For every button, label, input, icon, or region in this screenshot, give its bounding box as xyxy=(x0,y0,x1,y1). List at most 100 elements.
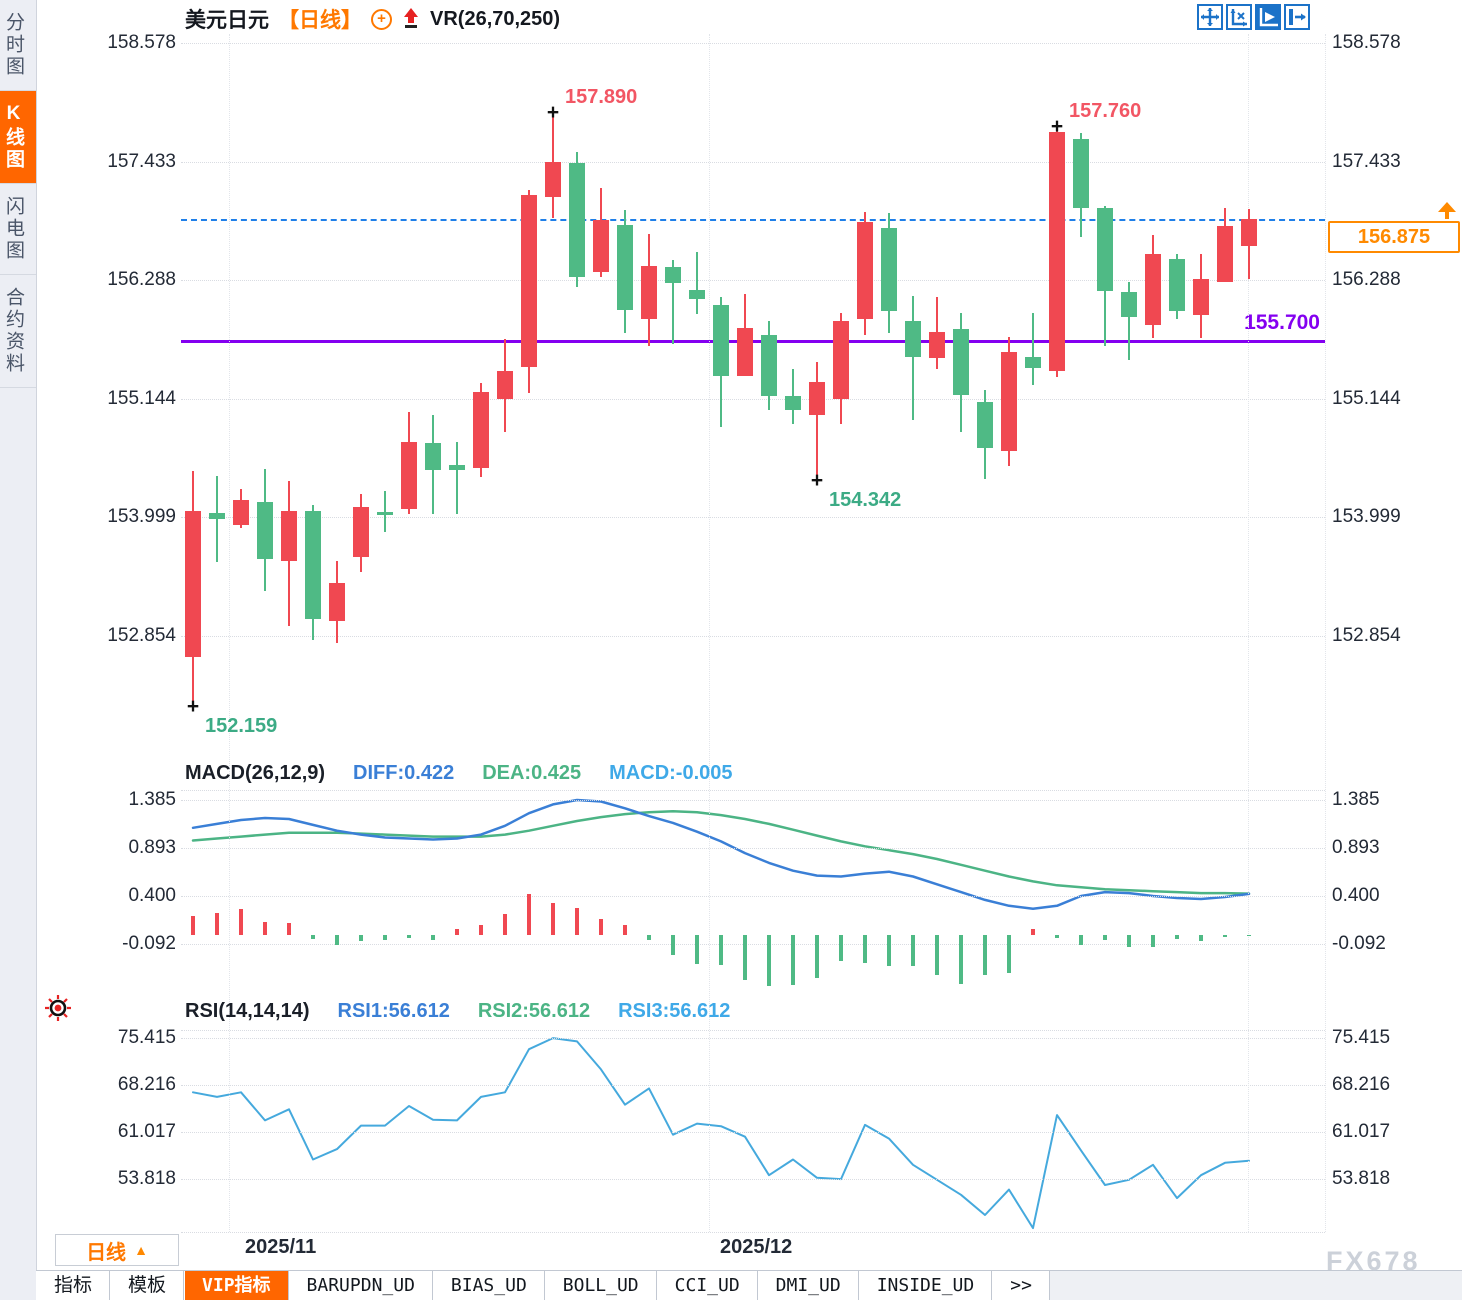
period-selector-button[interactable]: 日线 ▲ xyxy=(55,1234,179,1266)
y-axis-label-left: 155.144 xyxy=(107,387,176,409)
y-axis-label-left: 0.400 xyxy=(128,885,176,907)
candle-body xyxy=(1145,254,1161,325)
h-gridline xyxy=(181,1132,1325,1133)
rsi-line xyxy=(192,1037,1250,1230)
candle-body xyxy=(377,512,393,516)
candle-body xyxy=(281,511,297,561)
y-axis-label-right: 0.400 xyxy=(1332,885,1380,907)
candle-body xyxy=(353,506,369,557)
y-axis-label-right: 53.818 xyxy=(1332,1168,1391,1189)
diff-line xyxy=(191,798,1251,910)
sidebar-item-3[interactable]: 闪电图 xyxy=(0,184,36,275)
support-price-label: 155.700 xyxy=(1244,311,1320,334)
candle-body xyxy=(713,304,729,377)
sidebar-item-2[interactable]: K线图 xyxy=(0,91,36,184)
macd-histogram-bar xyxy=(359,935,363,941)
period-label: 日线 xyxy=(86,1241,127,1264)
y-axis-label-right: 156.288 xyxy=(1332,269,1401,291)
sidebar-item-4[interactable]: 合约资料 xyxy=(0,275,36,388)
macd-histogram-bar xyxy=(839,935,843,962)
y-axis-label-left: 158.578 xyxy=(107,32,176,53)
tab->>[interactable]: >> xyxy=(992,1271,1050,1300)
y-axis-label-left: 153.999 xyxy=(107,506,176,528)
price-annotation: 152.159 xyxy=(205,715,278,737)
crosshair-marker: + xyxy=(810,468,824,492)
candle-wick xyxy=(696,252,698,315)
macd-histogram-bar xyxy=(1175,935,1179,939)
candle-body xyxy=(1097,207,1113,292)
macd-histogram-bar xyxy=(1223,935,1227,937)
macd-histogram-bar xyxy=(935,935,939,975)
tab-指标[interactable]: 指标 xyxy=(36,1271,111,1300)
candle-body xyxy=(929,331,945,358)
macd-histogram-bar xyxy=(1127,935,1131,947)
candle-body xyxy=(305,511,321,619)
support-line xyxy=(181,340,1325,343)
sidebar-item-1[interactable]: 分时图 xyxy=(0,0,36,91)
rsi1-value: RSI1:56.612 xyxy=(337,1000,450,1022)
y-axis-label-right: 152.854 xyxy=(1332,625,1401,646)
add-indicator-icon[interactable]: + xyxy=(371,8,392,30)
h-gridline xyxy=(181,896,1325,898)
tab-INSIDE_UD[interactable]: INSIDE_UD xyxy=(858,1271,993,1300)
crosshair-marker: + xyxy=(546,101,560,125)
tab-DMI_UD[interactable]: DMI_UD xyxy=(757,1271,859,1300)
h-gridline xyxy=(181,161,1325,163)
current-price-line xyxy=(181,219,1325,221)
macd-histogram-bar xyxy=(215,912,219,936)
tab-BARUPDN_UD[interactable]: BARUPDN_UD xyxy=(288,1271,433,1300)
indicator-settings-icon[interactable] xyxy=(44,994,72,1022)
symbol-title: 美元日元 xyxy=(185,9,269,32)
macd-histogram-bar xyxy=(959,935,963,984)
candle-body xyxy=(1121,292,1137,318)
y-axis-label-right: 157.433 xyxy=(1332,150,1401,172)
rsi3-value: RSI3:56.612 xyxy=(618,1000,731,1022)
macd-hist-value: MACD:-0.005 xyxy=(609,762,733,784)
y-axis-label-left: -0.092 xyxy=(122,933,176,954)
macd-histogram-bar xyxy=(719,935,723,966)
tab-BOLL_UD[interactable]: BOLL_UD xyxy=(544,1271,657,1300)
exit-right-icon[interactable] xyxy=(1284,4,1310,30)
macd-dea-value: DEA:0.425 xyxy=(482,762,582,784)
candle-body xyxy=(545,161,561,198)
candle-body xyxy=(1193,278,1209,316)
macd-histogram-bar xyxy=(1151,935,1155,947)
macd-panel-header: MACD(26,12,9) DIFF:0.422 DEA:0.425 MACD:… xyxy=(185,762,733,785)
tab-模板[interactable]: 模板 xyxy=(110,1271,185,1300)
caret-up-icon: ▲ xyxy=(134,1242,148,1258)
macd-histogram-bar xyxy=(527,894,531,936)
panel-boundary-line xyxy=(181,1030,1325,1031)
axis-play-icon[interactable] xyxy=(1255,4,1281,30)
v-gridline xyxy=(709,34,710,1232)
tab-BIAS_UD[interactable]: BIAS_UD xyxy=(432,1271,545,1300)
macd-histogram-bar xyxy=(599,919,603,936)
axis-scale-icon[interactable] xyxy=(1226,4,1252,30)
macd-histogram-bar xyxy=(863,935,867,964)
xaxis-label-dec: 2025/12 xyxy=(720,1236,793,1258)
macd-diff-value: DIFF:0.422 xyxy=(353,762,455,784)
candle-body xyxy=(641,265,657,320)
macd-label: MACD(26,12,9) xyxy=(185,762,326,784)
candle-wick xyxy=(384,491,386,532)
candle-body xyxy=(185,511,201,658)
macd-histogram-bar xyxy=(455,929,459,936)
h-gridline xyxy=(181,517,1325,519)
price-annotation: 157.890 xyxy=(565,86,638,109)
tab-VIP指标[interactable]: VIP指标 xyxy=(184,1271,289,1300)
candle-body xyxy=(809,381,825,415)
candle-body xyxy=(977,402,993,448)
chart-header: 美元日元 【日线】 + VR(26,70,250) xyxy=(185,4,560,34)
y-axis-label-left: 157.433 xyxy=(107,150,176,172)
macd-histogram-bar xyxy=(383,935,387,940)
macd-histogram-bar xyxy=(791,935,795,985)
tab-CCI_UD[interactable]: CCI_UD xyxy=(656,1271,758,1300)
candle-wick xyxy=(912,295,914,420)
y-axis-label-left: 68.216 xyxy=(117,1074,176,1095)
macd-histogram-bar xyxy=(1055,935,1059,938)
candle-body xyxy=(833,321,849,400)
macd-histogram-bar xyxy=(1007,935,1011,974)
move-crosshair-icon[interactable] xyxy=(1197,4,1223,30)
candle-body xyxy=(1049,131,1065,372)
